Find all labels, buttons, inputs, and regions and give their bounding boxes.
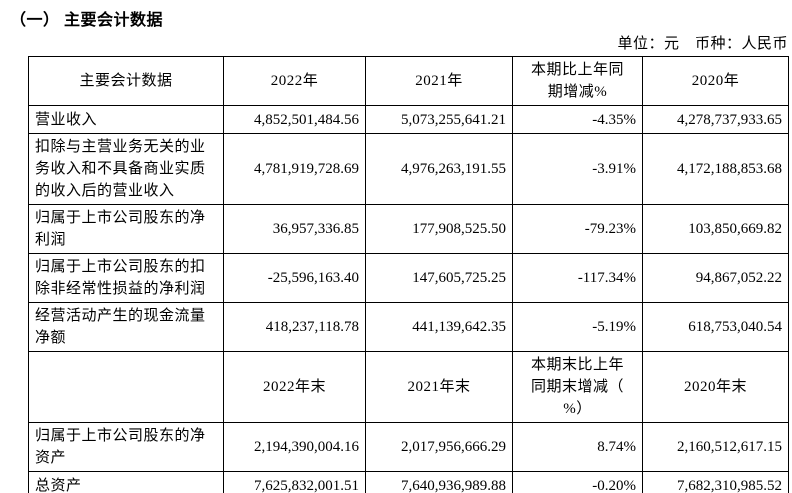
value-2020: 4,172,188,853.68: [642, 133, 789, 205]
value-2021: 5,073,255,641.21: [365, 105, 513, 134]
row-label: 归属于上市公司股东的净利润: [28, 204, 224, 254]
col-header-2021: 2021年: [365, 56, 513, 106]
value-2021: 147,605,725.25: [365, 253, 513, 303]
value-2021: 4,976,263,191.55: [365, 133, 513, 205]
value-2020: 618,753,040.54: [642, 302, 789, 352]
table-row-net-assets: 归属于上市公司股东的净资产 2,194,390,004.16 2,017,956…: [28, 422, 789, 472]
row-label: 归属于上市公司股东的扣除非经常性损益的净利润: [28, 253, 224, 303]
value-yoy-change: -79.23%: [512, 204, 643, 254]
table-row-net-profit-excl-nonrecurring: 归属于上市公司股东的扣除非经常性损益的净利润 -25,596,163.40 14…: [28, 253, 789, 303]
value-2021: 7,640,936,989.88: [365, 471, 513, 493]
value-2020: 94,867,052.22: [642, 253, 789, 303]
currency-unit-note: 单位：元 币种：人民币: [617, 36, 788, 52]
table-row-operating-cash-flow: 经营活动产生的现金流量净额 418,237,118.78 441,139,642…: [28, 302, 789, 352]
value-2022: -25,596,163.40: [223, 253, 366, 303]
col-header-2020-end: 2020年末: [642, 351, 789, 423]
header-row-year-end: 2022年末 2021年末 本期末比上年 同期末增减（ %） 2020年末: [28, 351, 789, 423]
row-label: 归属于上市公司股东的净资产: [28, 422, 224, 472]
value-2021: 2,017,956,666.29: [365, 422, 513, 472]
value-2022: 7,625,832,001.51: [223, 471, 366, 493]
col-header-metric: 主要会计数据: [28, 56, 224, 106]
value-2022: 2,194,390,004.16: [223, 422, 366, 472]
col-header-blank: [28, 351, 224, 423]
col-header-2022-end: 2022年末: [223, 351, 366, 423]
value-2022: 4,781,919,728.69: [223, 133, 366, 205]
table-row-net-profit: 归属于上市公司股东的净利润 36,957,336.85 177,908,525.…: [28, 204, 789, 254]
col-header-2022: 2022年: [223, 56, 366, 106]
value-2020: 103,850,669.82: [642, 204, 789, 254]
header-row-annual: 主要会计数据 2022年 2021年 本期比上年同 期增减% 2020年: [28, 56, 789, 106]
value-yoy-change: -0.20%: [512, 471, 643, 493]
value-yoy-change: -5.19%: [512, 302, 643, 352]
col-header-2020: 2020年: [642, 56, 789, 106]
value-2022: 36,957,336.85: [223, 204, 366, 254]
row-label: 营业收入: [28, 105, 224, 134]
value-yoy-change: -4.35%: [512, 105, 643, 134]
col-header-yoy-change: 本期比上年同 期增减%: [512, 56, 643, 106]
row-label: 总资产: [28, 471, 224, 493]
key-accounting-data-table: 主要会计数据 2022年 2021年 本期比上年同 期增减% 2020年 营业收…: [28, 56, 789, 493]
col-header-yoy-end-change: 本期末比上年 同期末增减（ %）: [512, 351, 643, 423]
row-label: 经营活动产生的现金流量净额: [28, 302, 224, 352]
value-yoy-change: -3.91%: [512, 133, 643, 205]
value-2020: 2,160,512,617.15: [642, 422, 789, 472]
value-yoy-change: -117.34%: [512, 253, 643, 303]
section-title: （一） 主要会计数据: [10, 12, 164, 29]
value-2020: 4,278,737,933.65: [642, 105, 789, 134]
value-2022: 418,237,118.78: [223, 302, 366, 352]
value-2020: 7,682,310,985.52: [642, 471, 789, 493]
value-2021: 441,139,642.35: [365, 302, 513, 352]
row-label: 扣除与主营业务无关的业务收入和不具备商业实质的收入后的营业收入: [28, 133, 224, 205]
value-2022: 4,852,501,484.56: [223, 105, 366, 134]
value-2021: 177,908,525.50: [365, 204, 513, 254]
value-yoy-change: 8.74%: [512, 422, 643, 472]
table-row-adjusted-revenue: 扣除与主营业务无关的业务收入和不具备商业实质的收入后的营业收入 4,781,91…: [28, 133, 789, 205]
table-row-operating-revenue: 营业收入 4,852,501,484.56 5,073,255,641.21 -…: [28, 105, 789, 134]
col-header-2021-end: 2021年末: [365, 351, 513, 423]
table-row-total-assets: 总资产 7,625,832,001.51 7,640,936,989.88 -0…: [28, 471, 789, 493]
